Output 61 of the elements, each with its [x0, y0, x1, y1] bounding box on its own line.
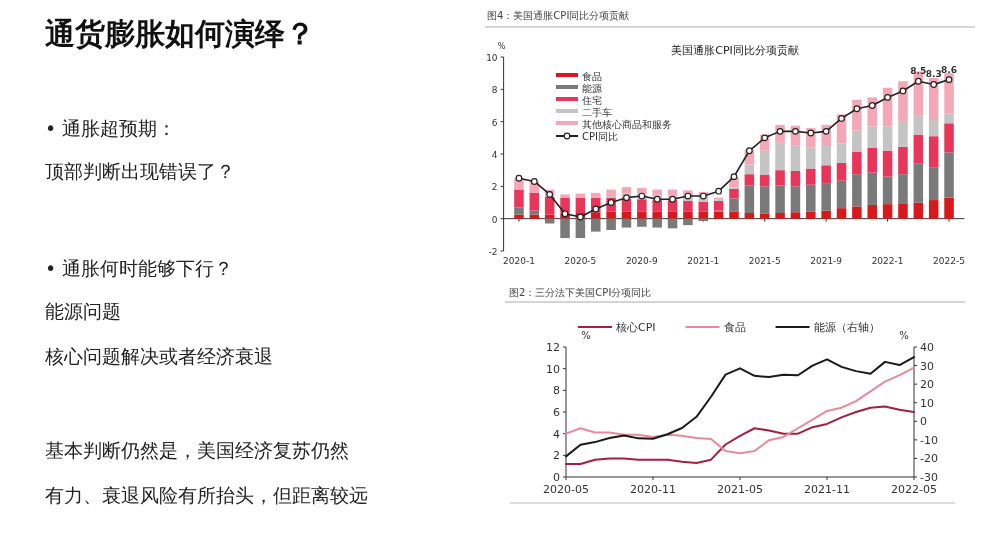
- legend-label: 能源（右轴）: [813, 321, 880, 334]
- caption: 图2：三分法下美国CPI分项同比: [509, 287, 652, 298]
- annotation: 8.3: [925, 69, 942, 80]
- x-tick-label: 2021-1: [687, 256, 720, 266]
- text: 核心问题解决或者经济衰退: [44, 345, 273, 367]
- legend-label: 能源: [582, 83, 602, 94]
- x-tick-label: 2020-9: [625, 256, 659, 266]
- y-tick-label: 4: [491, 150, 498, 160]
- y-axis-title: %: [497, 42, 506, 51]
- text: • 通胀何时能够下行？: [45, 257, 234, 279]
- x-tick-label: 2022-05: [891, 483, 937, 496]
- x-tick-label: 2020-5: [564, 256, 597, 266]
- y-tick-label: 10: [486, 53, 498, 63]
- legend-label: 住宅: [582, 95, 602, 106]
- legend-label: 食品: [723, 321, 746, 334]
- x-tick-label: 2022-1: [871, 256, 904, 266]
- y-tick-label: 8: [553, 384, 560, 398]
- y2-tick-label: 0: [920, 415, 927, 429]
- x-tick-label: 2021-5: [748, 256, 781, 266]
- y2-tick-label: 30: [920, 359, 934, 373]
- x-tick-label: 2021-05: [717, 483, 763, 496]
- y-tick-label: 2: [553, 449, 560, 463]
- annotation: 8.5: [910, 66, 927, 77]
- x-tick-label: 2020-11: [630, 483, 676, 496]
- y-tick-label: 8: [491, 85, 498, 96]
- x-tick-label: 2020-1: [503, 256, 535, 266]
- text: 基本判断仍然是，美国经济复苏仍然: [45, 439, 349, 461]
- legend-label: CPI同比: [582, 131, 618, 142]
- y2-tick-label: 20: [920, 378, 934, 392]
- y-tick-label: 0: [491, 214, 498, 225]
- y-tick-label: 4: [553, 427, 560, 441]
- legend-label: 其他核心商品和服务: [582, 119, 672, 130]
- y2-axis-title: %: [899, 330, 909, 341]
- y2-tick-label: -10: [920, 433, 938, 447]
- x-tick-label: 2020-05: [543, 483, 589, 496]
- y2-tick-label: -20: [920, 452, 938, 466]
- y-tick-label: 0: [553, 471, 560, 484]
- text: • 通胀超预期：: [45, 117, 177, 139]
- text: 有力、衰退风险有所抬头，但距离较远: [45, 484, 368, 506]
- y-tick-label: 6: [553, 406, 560, 419]
- y-tick-label: 12: [546, 341, 560, 354]
- legend-label: 核心CPI: [615, 321, 656, 334]
- x-tick-label: 2021-11: [804, 483, 850, 496]
- y-tick-label: 2: [491, 182, 498, 193]
- legend-label: 二手车: [582, 107, 612, 118]
- x-tick-label: 2021-9: [810, 256, 843, 266]
- text: 顶部判断出现错误了？: [45, 160, 235, 182]
- y-axis-title: %: [581, 330, 591, 341]
- x-tick-label: 2022-5: [933, 256, 965, 266]
- text: 通货膨胀如何演绎？: [45, 16, 315, 51]
- y-tick-label: -2: [488, 247, 498, 257]
- legend-label: 食品: [582, 71, 602, 82]
- text: 能源问题: [45, 300, 121, 322]
- chart-title: 美国通胀CPI同比分项贡献: [671, 44, 799, 57]
- y2-tick-label: 40: [920, 341, 934, 354]
- y-tick-label: 10: [546, 362, 560, 376]
- y-tick-label: 6: [491, 117, 498, 128]
- y2-tick-label: -30: [920, 471, 938, 484]
- caption: 图4：美国通胀CPI同比分项贡献: [487, 10, 630, 21]
- annotation: 8.6: [941, 64, 958, 75]
- y2-tick-label: 10: [920, 396, 934, 410]
